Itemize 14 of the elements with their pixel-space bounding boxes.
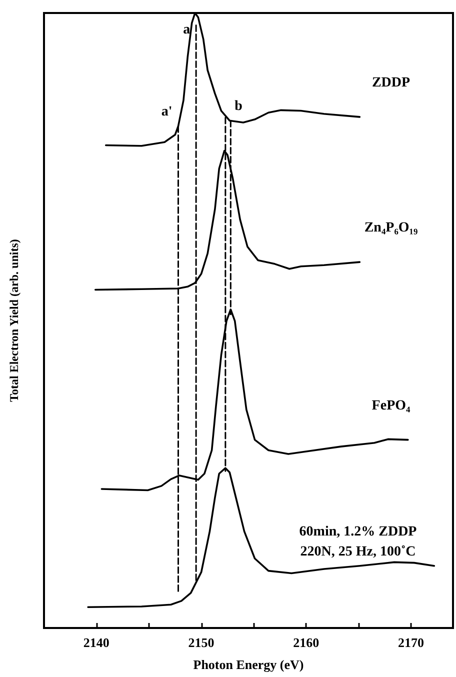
- x-tick-label: 2170: [398, 635, 424, 650]
- x-axis-title: Photon Energy (eV): [193, 657, 304, 672]
- series-label: FePO₄: [372, 398, 412, 414]
- x-tick-label: 2150: [188, 635, 214, 650]
- annotation: a': [161, 104, 172, 120]
- annotation: 220N, 25 Hz, 100˚C: [300, 544, 416, 560]
- x-tick-label: 2140: [83, 635, 110, 650]
- text: ZDDP: [372, 75, 410, 90]
- annotation: a: [183, 22, 190, 38]
- annotation: b: [234, 99, 243, 114]
- y-axis-title: Total Electron Yield (arb. units): [7, 239, 21, 402]
- x-tick-label: 2160: [293, 635, 320, 650]
- series-label: Zn₄P₆O₁₉: [364, 220, 418, 236]
- series-label: 60min, 1.2% ZDDP: [299, 524, 418, 540]
